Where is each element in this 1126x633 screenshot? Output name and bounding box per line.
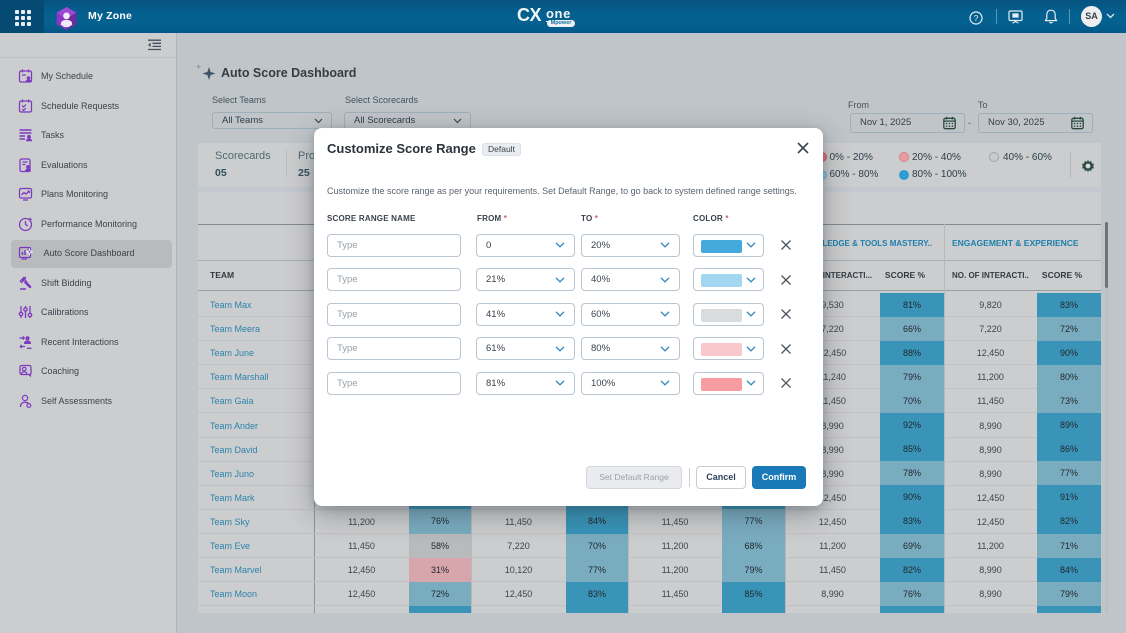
svg-text:?: ? [974, 13, 979, 23]
